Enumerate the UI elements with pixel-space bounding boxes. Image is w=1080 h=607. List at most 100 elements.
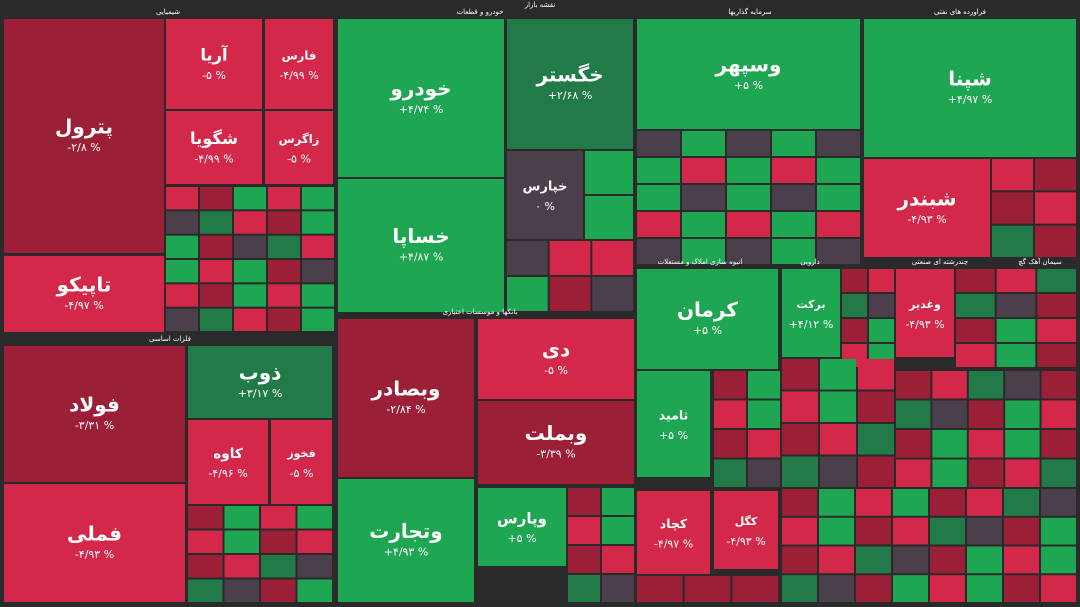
stock-tile	[930, 575, 965, 602]
stock-tile	[268, 211, 300, 234]
stock-tile	[568, 488, 600, 515]
stock-tile	[1041, 430, 1076, 458]
stock-tile	[478, 488, 566, 566]
stock-tile	[4, 484, 185, 602]
stock-tile	[714, 430, 746, 458]
stock-tile	[1041, 575, 1076, 602]
stock-change: +۳/۱۷ %	[238, 387, 283, 400]
stock-tile	[896, 430, 931, 458]
stock-tile	[992, 225, 1033, 257]
stock-tile	[637, 491, 710, 574]
stock-tile	[967, 575, 1002, 602]
stock-change: -۵ %	[202, 69, 226, 82]
stock-tile	[842, 319, 867, 342]
stock-tile	[200, 284, 232, 307]
stock-tile	[166, 308, 198, 331]
stock-tile	[869, 319, 894, 342]
stock-tile	[1004, 517, 1039, 545]
stock-change: +۴/۸۷ %	[399, 251, 444, 264]
stock-tile	[930, 517, 965, 545]
stock-tile	[297, 530, 332, 553]
stock-tile	[549, 277, 591, 311]
stock-tile	[1041, 546, 1076, 574]
sector-label: چندرشته ای صنعتی	[912, 258, 968, 266]
stock-tile	[507, 151, 583, 239]
stock-tile	[782, 269, 840, 357]
stock-tile	[842, 269, 867, 292]
stock-name: فارس	[282, 49, 317, 64]
stock-tile	[893, 575, 928, 602]
stock-tile	[782, 517, 817, 545]
stock-change: -۲/۸ %	[67, 141, 100, 154]
stock-name: آریا	[200, 44, 228, 65]
stock-tile	[637, 19, 860, 129]
stock-tile	[1004, 575, 1039, 602]
stock-tile	[1037, 319, 1076, 342]
stock-change: ۰ %	[535, 200, 555, 213]
stock-tile	[234, 235, 266, 258]
stock-name: وغدیر	[908, 298, 941, 311]
stock-tile	[265, 19, 333, 109]
stock-name: فولاد	[69, 393, 120, 417]
stock-tile	[992, 192, 1033, 224]
stock-tile	[714, 400, 746, 428]
stock-tile	[727, 158, 770, 183]
stock-name: برکت	[796, 298, 825, 311]
stock-tile	[1035, 192, 1076, 224]
stock-tile	[549, 241, 591, 275]
stock-tile	[234, 260, 266, 283]
stock-tile	[782, 489, 817, 516]
stock-tile	[819, 546, 854, 574]
stock-change: +۵ %	[734, 79, 763, 92]
stock-change: -۴/۹۹ %	[194, 153, 233, 166]
stock-tile	[772, 158, 815, 183]
stock-tile	[261, 530, 296, 553]
stock-tile	[896, 371, 931, 399]
stock-tile	[772, 131, 815, 156]
stock-tile	[637, 576, 683, 602]
stock-tile	[602, 488, 634, 515]
stock-tile	[338, 179, 504, 312]
stock-tile	[996, 319, 1036, 342]
stock-tile	[568, 546, 600, 573]
stock-tile	[864, 19, 1076, 157]
stock-tile	[893, 489, 928, 516]
stock-tile	[864, 159, 990, 257]
stock-tile	[996, 269, 1036, 292]
stock-name: شپنا	[948, 67, 992, 92]
stock-tile	[302, 284, 334, 307]
stock-tile	[1041, 371, 1076, 399]
stock-name: کچاد	[660, 516, 688, 531]
stock-tile	[338, 479, 474, 602]
stock-tile	[302, 187, 334, 210]
stock-tile	[637, 212, 680, 237]
stock-tile	[338, 319, 474, 477]
stock-tile	[602, 517, 634, 544]
stock-tile	[637, 185, 680, 210]
stock-tile	[772, 212, 815, 237]
stock-tile	[592, 277, 633, 311]
stock-tile	[166, 284, 198, 307]
stock-tile	[996, 344, 1036, 367]
stock-tile	[817, 158, 860, 183]
stock-tile	[968, 371, 1004, 399]
stock-tile	[782, 575, 817, 602]
stock-tile	[224, 506, 259, 529]
stock-tile	[782, 359, 818, 390]
stock-tile	[265, 111, 333, 184]
stock-name: پترول	[55, 115, 113, 140]
stock-tile	[1004, 546, 1039, 574]
stock-tile	[224, 530, 259, 553]
stock-tile	[224, 579, 259, 602]
stock-tile	[188, 579, 223, 602]
stock-tile	[297, 579, 332, 602]
sector-label: فراورده های نفتی	[934, 8, 986, 16]
stock-tile	[507, 277, 548, 311]
stock-tile	[858, 391, 894, 422]
stock-change: +۴/۹۳ %	[384, 546, 429, 559]
stock-tile	[967, 517, 1002, 545]
stock-change: -۴/۹۷ %	[654, 538, 693, 551]
stock-tile	[1041, 400, 1076, 428]
stock-tile	[200, 235, 232, 258]
stock-tile	[968, 430, 1004, 458]
